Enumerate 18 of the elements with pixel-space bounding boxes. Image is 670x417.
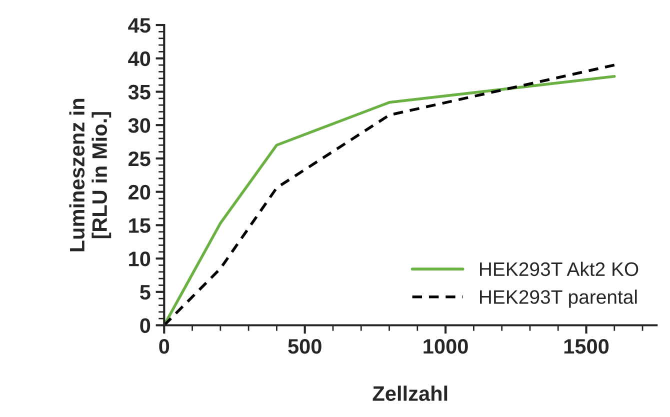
x-tick-label: 500 bbox=[288, 339, 322, 354]
x-tick-label: 1500 bbox=[564, 339, 609, 354]
y-tick-label: 35 bbox=[128, 84, 150, 100]
y-tick-label: 5 bbox=[140, 285, 150, 300]
y-tick-label: 0 bbox=[140, 318, 150, 334]
y-tick-label: 15 bbox=[129, 218, 150, 233]
x-tick-label: 1000 bbox=[424, 339, 468, 354]
y-tick-label: 40 bbox=[128, 51, 150, 66]
y-tick-label: 30 bbox=[128, 118, 150, 133]
x-axis-title: Zellzahl bbox=[372, 386, 448, 401]
legend-label: HEK293T Akt2 KO bbox=[480, 262, 638, 276]
y-tick-label: 45 bbox=[128, 18, 150, 33]
y-axis-title: Lumineszenz in [RLU in Mio.] bbox=[69, 98, 112, 252]
y-tick-label: 20 bbox=[128, 184, 150, 200]
y-tick-label: 10 bbox=[129, 252, 150, 266]
x-tick-label: 0 bbox=[159, 339, 170, 354]
y-tick-label: 25 bbox=[128, 151, 150, 166]
legend-label: HEK293T parental bbox=[480, 290, 637, 308]
